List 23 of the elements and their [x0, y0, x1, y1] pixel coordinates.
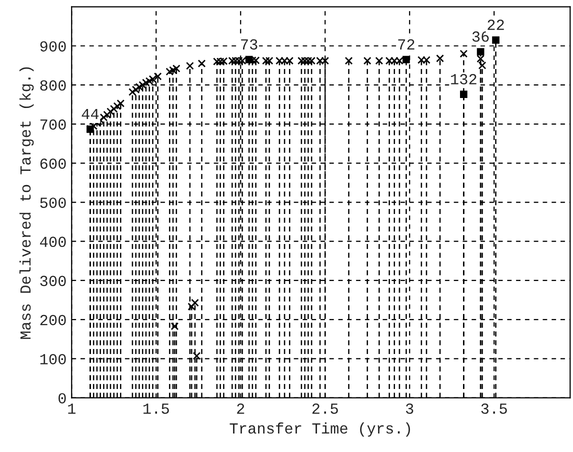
- x-tick-label: 1.5: [143, 404, 169, 414]
- y-axis-title: Mass Delivered to Target (kg.): [19, 67, 34, 339]
- x-tick-label: 2.5: [312, 403, 338, 414]
- annotation: 132: [451, 74, 476, 84]
- y-tick-label: 400: [40, 236, 66, 248]
- y-tick-label: 800: [40, 80, 66, 91]
- y-tick-label: 300: [40, 276, 66, 286]
- annotation: 44: [82, 108, 99, 120]
- y-tick-label: 200: [40, 314, 66, 326]
- y-tick-label: 900: [40, 41, 66, 52]
- x-tick-label: 3: [406, 403, 414, 414]
- y-tick-label: 700: [40, 119, 66, 130]
- x-axis-title: Transfer Time (yrs.): [230, 422, 410, 437]
- y-tick-label: 600: [40, 158, 66, 169]
- y-tick-label: 500: [40, 198, 66, 208]
- x-tick-label: 2: [237, 403, 244, 414]
- y-tick-label: 100: [40, 354, 66, 364]
- x-tick-label: 1: [68, 404, 76, 414]
- annotation: 72: [398, 39, 414, 50]
- annotation: 22: [488, 20, 504, 30]
- annotation: 73: [241, 39, 258, 50]
- y-tick-label: 0: [58, 393, 66, 404]
- x-tick-label: 3.5: [481, 403, 507, 414]
